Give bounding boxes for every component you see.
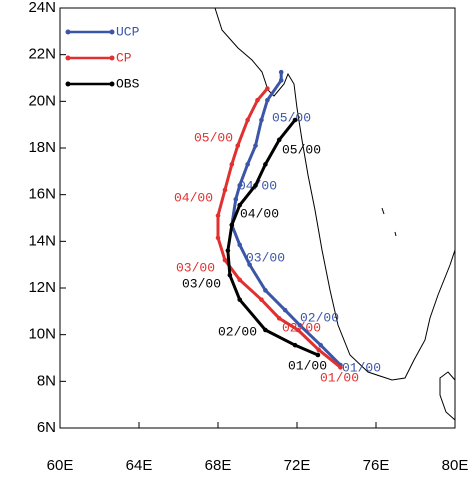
legend-dot xyxy=(109,29,115,35)
time-label: 02/00 xyxy=(300,310,339,325)
track-point xyxy=(265,86,270,91)
track-point xyxy=(245,117,250,123)
track-point xyxy=(253,143,258,148)
time-label: 02/00 xyxy=(282,320,321,335)
legend-label: UCP xyxy=(116,24,140,39)
track-point xyxy=(292,117,298,123)
track-point xyxy=(215,213,221,218)
track-point xyxy=(338,365,343,370)
india-coast xyxy=(214,7,456,381)
legend-dot xyxy=(65,81,71,87)
track-point xyxy=(316,347,322,353)
x-tick-label: 76E xyxy=(363,457,390,474)
time-label: 01/00 xyxy=(342,360,381,375)
track-point xyxy=(237,183,243,188)
track-point xyxy=(265,97,270,103)
y-tick-label: 20N xyxy=(28,92,56,109)
sri-lanka xyxy=(439,371,456,422)
track-point xyxy=(227,272,233,278)
track-point xyxy=(259,117,264,123)
track-point xyxy=(259,297,264,302)
track-point xyxy=(229,162,235,167)
track-point xyxy=(237,242,243,248)
track-point xyxy=(278,78,284,83)
time-label: 04/00 xyxy=(174,190,213,205)
x-tick-label: 64E xyxy=(126,457,153,474)
track-point xyxy=(229,222,235,228)
y-tick-label: 24N xyxy=(28,0,56,16)
track-point xyxy=(318,342,324,348)
y-tick-label: 12N xyxy=(28,279,56,296)
track-point xyxy=(215,235,221,241)
track-point xyxy=(297,323,303,328)
track-point xyxy=(233,197,239,202)
time-label: 03/00 xyxy=(246,250,285,265)
time-label: 05/00 xyxy=(194,130,233,145)
track-point xyxy=(315,352,321,358)
track-point xyxy=(253,183,258,188)
track-line xyxy=(230,72,342,367)
plot-frame xyxy=(59,7,456,429)
track-point xyxy=(295,327,301,333)
islands xyxy=(381,207,397,237)
y-tick-label: 10N xyxy=(28,326,56,343)
x-tick-label: 60E xyxy=(47,457,74,474)
legend-dot xyxy=(109,81,115,87)
track-point xyxy=(292,342,298,348)
legend-dot xyxy=(65,29,71,35)
track-point xyxy=(276,316,282,321)
y-tick-label: 6N xyxy=(37,419,56,436)
time-label: 04/00 xyxy=(240,206,279,221)
coastline xyxy=(214,7,456,422)
track-point xyxy=(222,187,228,193)
y-tick-label: 22N xyxy=(28,46,56,63)
track-point xyxy=(263,327,268,333)
time-label: 05/00 xyxy=(282,142,321,157)
track-point xyxy=(247,262,252,267)
track-point xyxy=(237,297,243,302)
track-point xyxy=(278,69,284,75)
track-point xyxy=(235,143,241,148)
track-line xyxy=(226,119,319,357)
legend-dot xyxy=(109,55,115,61)
track-point xyxy=(237,202,243,208)
y-tick-label: 14N xyxy=(28,232,56,249)
track-point xyxy=(255,97,260,103)
track-point xyxy=(225,248,231,253)
x-tick-label: 68E xyxy=(205,457,232,474)
legend-label: CP xyxy=(116,50,132,65)
time-label: 05/00 xyxy=(272,110,311,125)
track-point xyxy=(237,277,243,283)
y-tick-label: 16N xyxy=(28,186,56,203)
x-tick-label: 80E xyxy=(442,457,469,474)
y-tick-label: 18N xyxy=(28,139,56,156)
track-point xyxy=(222,257,228,263)
time-label: 03/00 xyxy=(182,276,221,291)
legend-dot xyxy=(65,55,71,61)
track-point xyxy=(276,137,282,143)
time-label: 02/00 xyxy=(218,324,257,339)
time-label: 01/00 xyxy=(320,370,359,385)
time-label: 03/00 xyxy=(176,260,215,275)
x-tick-label: 72E xyxy=(284,457,311,474)
track-point xyxy=(282,307,288,313)
track-point xyxy=(263,288,268,293)
legend-label: OBS xyxy=(116,76,140,91)
time-label: 01/00 xyxy=(288,358,327,373)
y-tick-label: 8N xyxy=(37,372,56,389)
track-point xyxy=(263,162,268,167)
track-point xyxy=(245,162,250,167)
